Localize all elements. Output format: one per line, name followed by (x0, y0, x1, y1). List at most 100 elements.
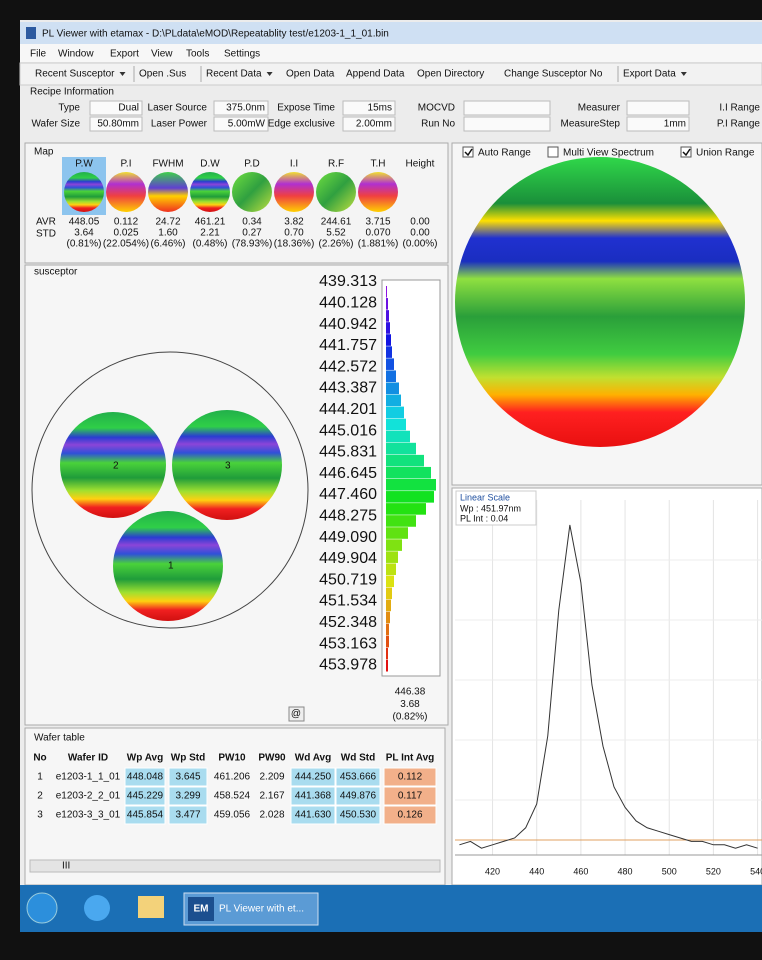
wafer-2[interactable] (60, 412, 166, 518)
checkmark (682, 148, 691, 157)
summary-value: 3.68 (400, 699, 420, 710)
map-column[interactable]: D.W (200, 159, 220, 170)
column-header[interactable]: Wafer ID (68, 753, 108, 764)
task-icon (188, 897, 214, 921)
histogram-bar (386, 310, 389, 322)
field-box (626, 116, 690, 132)
checkbox-label: Union Range (696, 148, 755, 159)
map-thumbnail[interactable] (190, 172, 230, 212)
std-value: 5.52 (326, 228, 346, 239)
cell-text: 2 (37, 791, 43, 802)
field-label: MeasureStep (561, 119, 621, 130)
scale-label: 450.719 (319, 571, 377, 588)
map-thumbnail[interactable] (106, 172, 146, 212)
column-header[interactable]: PW10 (218, 753, 246, 764)
map-column[interactable]: R.F (328, 159, 344, 170)
checkbox[interactable] (462, 146, 474, 158)
scale-label: 440.942 (319, 316, 377, 333)
checkbox[interactable] (547, 146, 559, 158)
toolbar-button[interactable]: Open .Sus (139, 69, 186, 80)
folder-icon[interactable] (138, 896, 164, 918)
column-header[interactable]: PW90 (258, 753, 286, 764)
task-icon-label: EM (194, 904, 209, 915)
toolbar-button[interactable]: Open Directory (417, 69, 484, 80)
map-column[interactable]: P.I (121, 159, 132, 170)
toolbar-button[interactable]: Change Susceptor No (504, 69, 603, 80)
map-column[interactable]: I.I (290, 159, 298, 170)
column-header[interactable]: Wd Std (341, 753, 375, 764)
field-box (89, 116, 143, 132)
std-percent: (6.46%) (150, 239, 185, 250)
histogram-bar (386, 442, 416, 455)
menu-item[interactable]: File (30, 49, 47, 60)
wafer-1[interactable] (113, 511, 223, 621)
cell-text: 441.368 (295, 791, 332, 802)
wafer-3[interactable] (172, 410, 282, 520)
cell-text: 445.854 (127, 810, 164, 821)
table-title: Wafer table (34, 733, 85, 744)
column-header[interactable]: Wp Std (171, 753, 205, 764)
histogram-bar (386, 575, 394, 588)
column-header[interactable]: PL Int Avg (386, 753, 435, 764)
map-column[interactable]: P.D (244, 159, 259, 170)
x-tick-label: 500 (662, 866, 677, 876)
avr-value: 0.112 (114, 217, 139, 228)
menu-item[interactable]: View (151, 49, 173, 60)
x-tick-label: 520 (706, 866, 721, 876)
column-header[interactable]: No (33, 753, 46, 764)
scale-label: 443.387 (319, 380, 377, 397)
toolbar-button[interactable]: Recent Data (206, 69, 262, 80)
column-header[interactable]: Wp Avg (127, 753, 163, 764)
menu-item[interactable]: Window (58, 49, 94, 60)
histogram-bar (386, 599, 391, 612)
button[interactable] (288, 706, 305, 722)
map-column[interactable]: FWHM (152, 159, 183, 170)
map-thumbnail[interactable] (148, 172, 188, 212)
scale-label: 449.090 (319, 529, 377, 546)
map-thumbnail[interactable] (232, 172, 272, 212)
cell (290, 767, 336, 787)
field-value: 375.0nm (226, 103, 265, 114)
map-column[interactable]: T.H (371, 159, 386, 170)
cell (290, 786, 336, 806)
field-value: 2.00mm (356, 119, 392, 130)
column-header[interactable]: Wd Avg (295, 753, 331, 764)
dropdown-arrow (119, 72, 126, 76)
cell-text: 444.250 (295, 772, 332, 783)
std-percent: (78.93%) (232, 239, 273, 250)
checkbox[interactable] (680, 146, 692, 158)
scale-mode: Linear Scale (460, 492, 510, 502)
toolbar-button[interactable]: Append Data (346, 69, 405, 80)
cell-text: 2.028 (259, 810, 284, 821)
map-column[interactable]: P.W (75, 159, 93, 170)
map-thumbnail[interactable] (316, 172, 356, 212)
scrollbar[interactable] (29, 859, 441, 873)
app-icon (26, 27, 36, 39)
susceptor-outline (31, 351, 309, 629)
scale-label: 445.016 (319, 422, 377, 439)
histogram-bar (386, 334, 391, 346)
map-thumbnail[interactable] (64, 172, 104, 212)
info-box (455, 490, 537, 526)
map-thumbnail[interactable] (358, 172, 398, 212)
toolbar-button[interactable]: Recent Susceptor (35, 69, 115, 80)
cell (168, 805, 208, 825)
menu-item[interactable]: Tools (186, 49, 209, 60)
field-box (89, 100, 143, 116)
map-thumbnail[interactable] (274, 172, 314, 212)
summary-value: (0.82%) (392, 712, 427, 723)
histogram-bar (386, 647, 388, 660)
menu-item[interactable]: Settings (224, 49, 260, 60)
histogram-bar (386, 298, 388, 310)
start-button[interactable] (26, 892, 58, 924)
toolbar-button[interactable]: Export Data (623, 69, 676, 80)
toolbar (19, 62, 762, 86)
menu-item[interactable]: Export (110, 49, 139, 60)
map-column[interactable]: Height (406, 159, 435, 170)
cell (335, 767, 381, 787)
toolbar-button[interactable]: Open Data (286, 69, 335, 80)
peak-wavelength: Wp : 451.97nm (460, 503, 521, 513)
browser-icon[interactable] (84, 895, 110, 921)
cell-text: 458.524 (214, 791, 251, 802)
histogram-bar (386, 539, 402, 551)
